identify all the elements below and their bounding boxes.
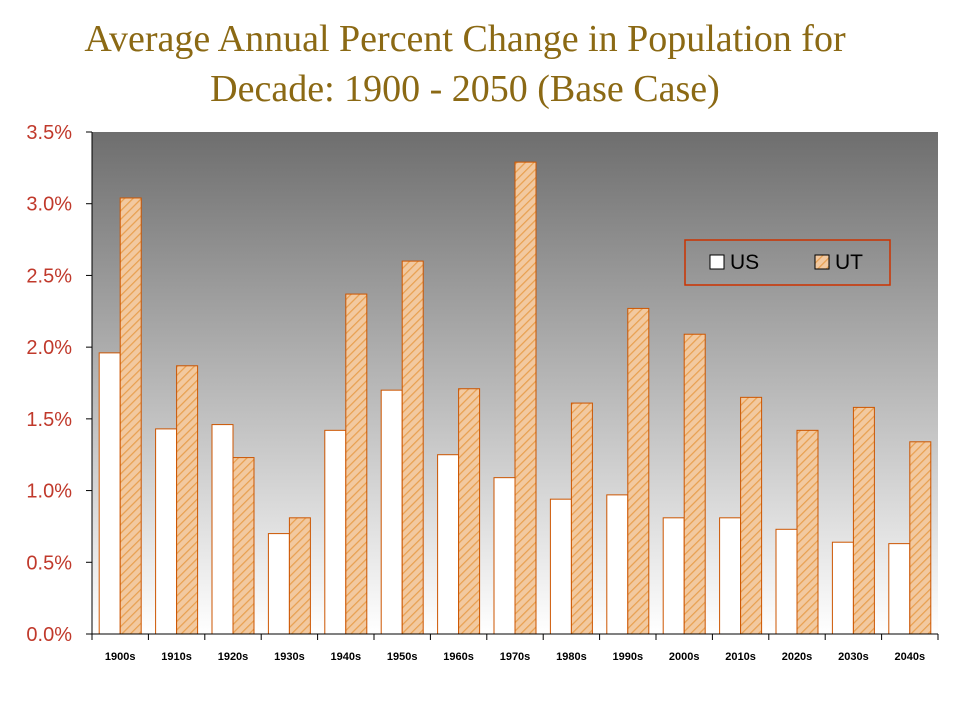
bar-us-1920s	[211, 424, 234, 635]
bar-us-1950s	[380, 389, 403, 635]
y-tick-label: 0.0%	[26, 624, 72, 646]
bar-ut-1960s	[458, 388, 481, 635]
bar-ut-1930s	[288, 517, 311, 635]
y-tick-label: 3.5%	[26, 122, 72, 144]
bar-us-1940s	[324, 429, 347, 635]
bar-ut-2000s	[683, 333, 706, 635]
bar-ut-1970s	[514, 161, 537, 635]
bar-ut-1920s	[232, 457, 255, 635]
y-tick-label: 2.0%	[26, 337, 72, 359]
x-tick-label: 2030s	[838, 651, 869, 663]
y-tick-label: 1.0%	[26, 481, 72, 503]
chart-title-line-1: Average Annual Percent Change in Populat…	[84, 18, 846, 60]
axes-layer: 1900s 1910s 1920s 1930s 1940s 1950s 1960s 1970s…	[26, 122, 939, 663]
legend-swatch-us	[709, 254, 725, 270]
bar-ut-1940s	[345, 293, 368, 635]
bar-us-1910s	[155, 428, 178, 635]
bar-ut-1910s	[176, 365, 199, 635]
x-tick-label: 1930s	[274, 651, 305, 663]
bar-ut-1900s	[119, 197, 142, 635]
x-tick-label: 1900s	[105, 651, 136, 663]
x-tick-label: 2020s	[782, 651, 813, 663]
bar-us-2030s	[831, 541, 854, 635]
bar-ut-2010s	[740, 396, 763, 635]
legend-label-ut: UT	[835, 251, 863, 274]
bar-us-1980s	[549, 498, 572, 635]
bar-us-1960s	[437, 454, 460, 635]
chart-title: Average Annual Percent Change in Populat…	[0, 14, 930, 114]
bar-us-1970s	[493, 477, 516, 635]
bar-us-2020s	[775, 528, 798, 635]
x-tick-label: 1940s	[331, 651, 362, 663]
bar-us-2040s	[888, 543, 911, 635]
bar-us-1930s	[267, 533, 290, 635]
bar-us-1900s	[98, 352, 121, 635]
x-tick-label: 1980s	[556, 651, 587, 663]
y-tick-label: 1.5%	[26, 409, 72, 431]
legend-label-us: US	[730, 251, 759, 274]
bar-ut-2040s	[909, 441, 932, 635]
bar-chart: 1900s 1910s 1920s 1930s 1940s 1950s 1960s 1970s…	[26, 122, 939, 663]
bar-ut-1950s	[401, 260, 424, 635]
x-tick-label: 2010s	[725, 651, 756, 663]
x-tick-label: 1990s	[613, 651, 644, 663]
bars-layer	[98, 161, 932, 635]
legend: US UT	[684, 239, 891, 286]
x-tick-label: 1920s	[218, 651, 249, 663]
bar-ut-1990s	[627, 307, 650, 635]
bar-ut-1980s	[570, 402, 593, 635]
chart-title-line-2: Decade: 1900 - 2050 (Base Case)	[210, 68, 720, 110]
bar-ut-2020s	[796, 429, 819, 635]
bar-us-1990s	[606, 494, 629, 635]
x-tick-label: 2040s	[895, 651, 926, 663]
bar-ut-2030s	[852, 406, 875, 635]
x-tick-label: 1910s	[161, 651, 192, 663]
x-tick-label: 1960s	[443, 651, 474, 663]
y-tick-label: 0.5%	[26, 552, 72, 574]
bar-us-2000s	[662, 517, 685, 635]
x-tick-label: 1950s	[387, 651, 418, 663]
y-tick-label: 3.0%	[26, 194, 72, 216]
legend-swatch-ut	[814, 254, 830, 270]
bar-us-2010s	[719, 517, 742, 635]
y-tick-label: 2.5%	[26, 265, 72, 287]
x-tick-label: 1970s	[500, 651, 531, 663]
x-tick-label: 2000s	[669, 651, 700, 663]
legend-box	[684, 239, 891, 286]
